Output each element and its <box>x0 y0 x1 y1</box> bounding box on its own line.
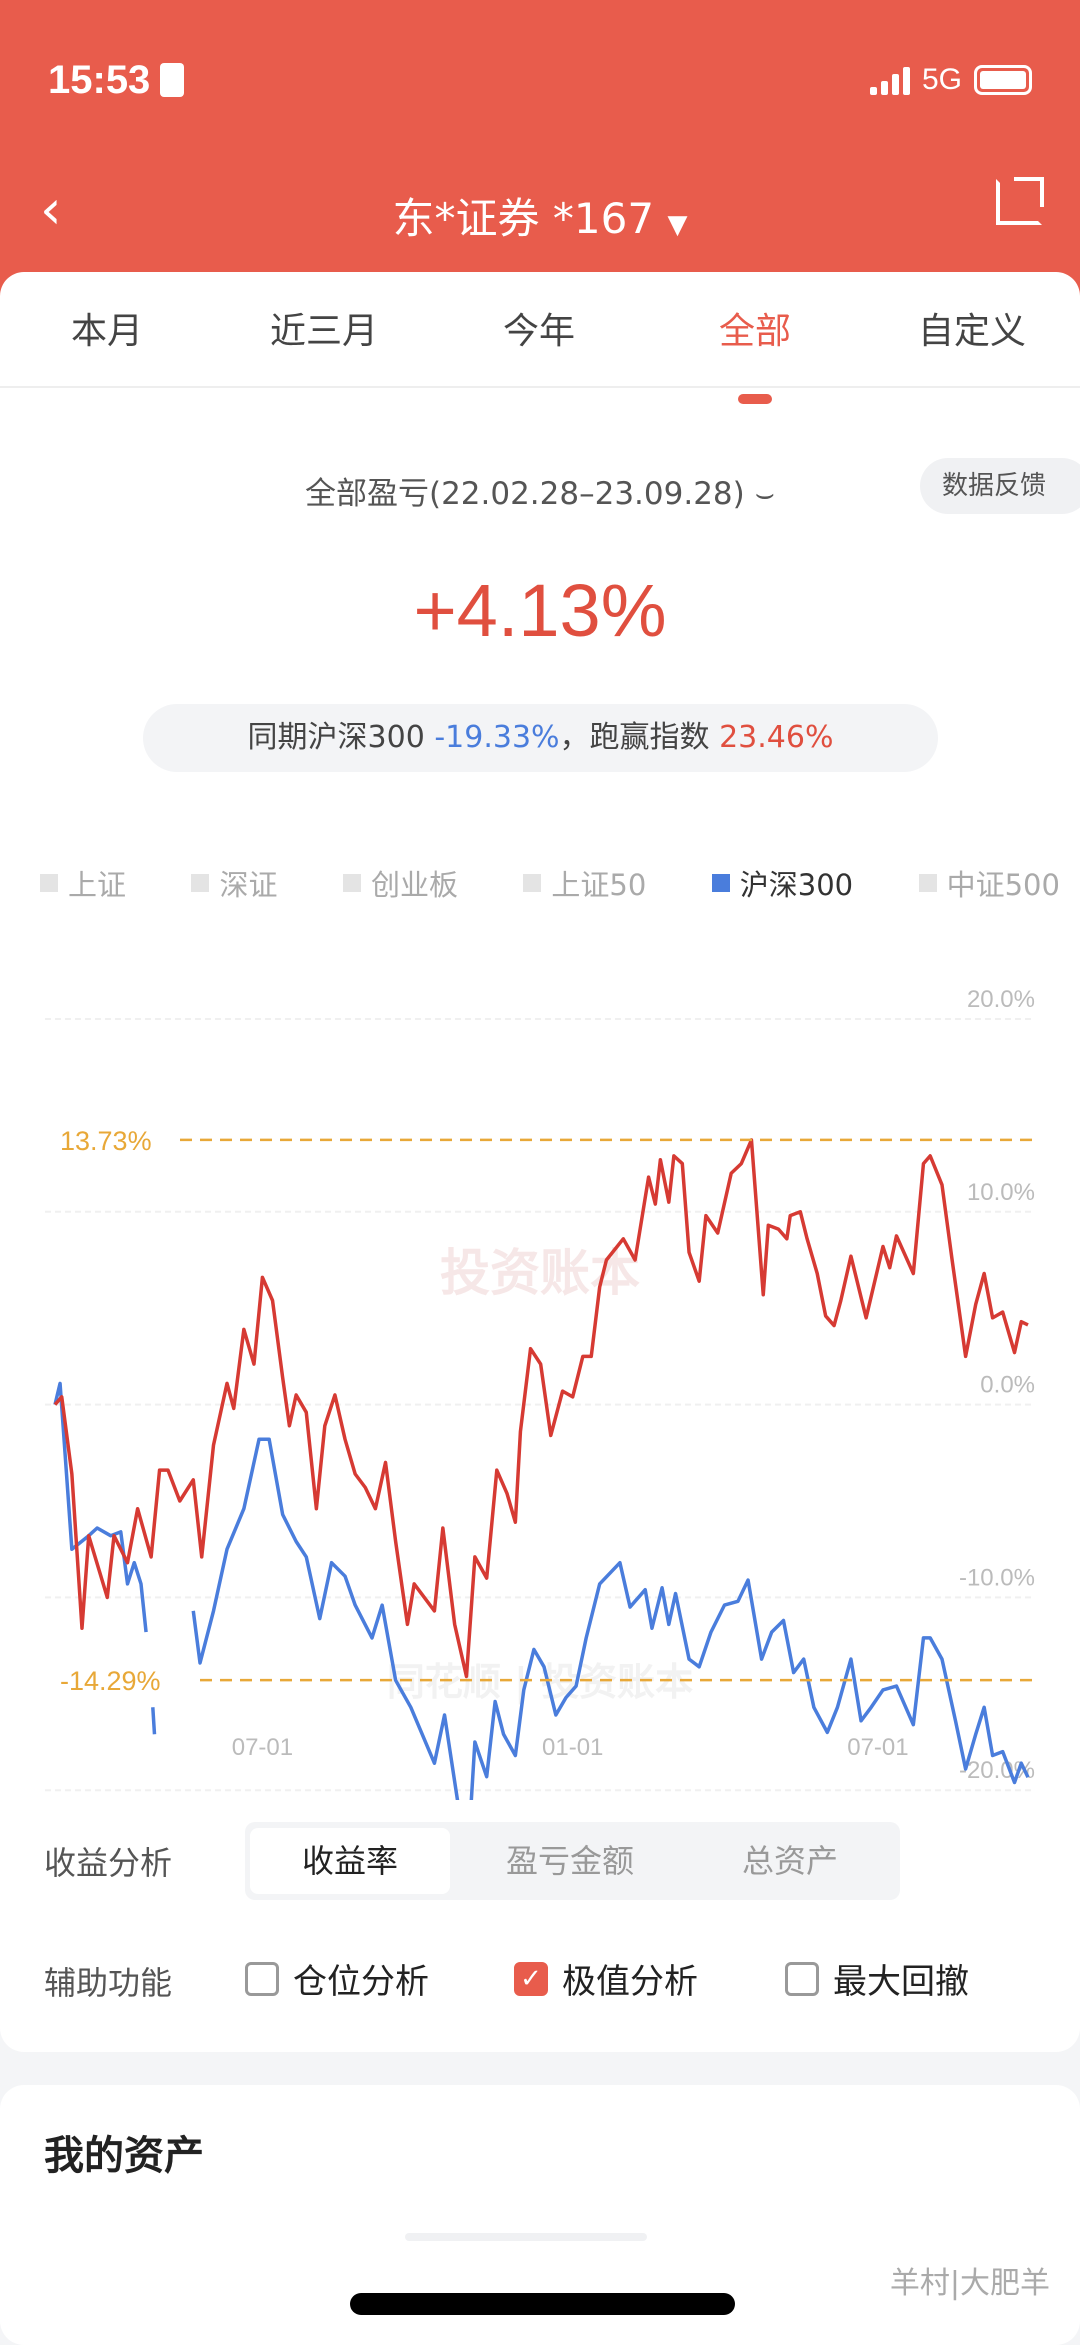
id-card-icon <box>160 63 185 97</box>
eye-closed-icon[interactable]: ⌣ <box>754 476 776 512</box>
y-tick-label: 10.0% <box>967 1179 1035 1206</box>
compare-label: 同期沪深300 <box>247 720 425 755</box>
legend-csi300[interactable]: 沪深300 <box>711 862 853 904</box>
summary-title: 全部盈亏(22.02.28–23.09.28) <box>304 476 745 512</box>
watermark-logo: 投资账本 <box>440 1244 640 1302</box>
status-bar: 15:53 5G <box>48 52 1032 108</box>
return-chart[interactable]: 20.0%10.0%0.0%-10.0%-20.0%-30.0%07-0101-… <box>0 0 1080 1800</box>
tab-custom[interactable]: 自定义 <box>918 311 1027 352</box>
app-header: 15:53 5G ‹ 东*证券 *167 ▼ <box>0 0 1080 300</box>
extreme-analysis-checkbox[interactable]: ✓ 极值分析 <box>514 1954 698 2003</box>
clock: 15:53 <box>48 57 151 102</box>
min-value-label: -14.29% <box>60 1666 161 1696</box>
active-tab-indicator <box>738 394 772 404</box>
drag-handle[interactable] <box>405 2233 647 2241</box>
share-icon[interactable] <box>996 177 1044 225</box>
csi300-line <box>151 1707 157 1735</box>
segment-total-assets[interactable]: 总资产 <box>741 1842 838 1880</box>
legend-shenzhen[interactable]: 深证 <box>191 862 277 904</box>
legend-chinext[interactable]: 创业板 <box>342 862 458 904</box>
csi300-line <box>53 1381 148 1633</box>
x-tick-label: 01-01 <box>542 1734 603 1761</box>
excess-return: 23.46% <box>719 720 834 755</box>
x-tick-label: 07-01 <box>232 1734 293 1761</box>
y-tick-label: -20.0% <box>959 1757 1035 1784</box>
csi300-line <box>191 1437 1030 1800</box>
analysis-segmented-control: 收益率 盈亏金额 总资产 <box>245 1822 900 1900</box>
feedback-button[interactable]: 数据反馈 <box>920 458 1080 514</box>
legend-shanghai[interactable]: 上证 <box>40 862 126 904</box>
tab-three-months[interactable]: 近三月 <box>269 311 379 352</box>
legend-csi500[interactable]: 中证500 <box>918 862 1060 904</box>
account-title: 东*证券 *167 <box>392 194 655 243</box>
segment-return-rate[interactable]: 收益率 <box>250 1828 450 1894</box>
footer-watermark: 羊村|大肥羊 <box>889 2266 1050 2301</box>
analysis-label: 收益分析 <box>44 1844 173 1882</box>
checkbox-checked-icon: ✓ <box>514 1961 548 1996</box>
checkbox-unchecked-icon <box>245 1961 279 1996</box>
account-return-line <box>53 1138 1029 1679</box>
compare-mid: ，跑赢指数 <box>559 720 710 755</box>
total-return: +4.13% <box>413 569 667 652</box>
y-tick-label: 0.0% <box>980 1372 1035 1399</box>
checkbox-unchecked-icon <box>785 1961 819 1996</box>
y-tick-label: 20.0% <box>967 986 1035 1013</box>
y-tick-label: -10.0% <box>959 1564 1035 1591</box>
segment-profit-amount[interactable]: 盈亏金额 <box>505 1842 634 1880</box>
account-selector[interactable]: 东*证券 *167 ▼ <box>0 185 1080 246</box>
network-type: 5G <box>921 63 962 96</box>
home-indicator[interactable] <box>350 2293 735 2315</box>
aux-label: 辅助功能 <box>44 1964 173 2002</box>
max-value-label: 13.73% <box>60 1126 152 1156</box>
index-return: -19.33% <box>434 720 560 755</box>
battery-icon <box>974 65 1032 95</box>
benchmark-comparison: 同期沪深300 -19.33%，跑赢指数 23.46% <box>143 704 938 772</box>
watermark-brand: 同花顺 | 投资账本 <box>387 1660 693 1705</box>
tab-this-year[interactable]: 今年 <box>502 311 576 352</box>
period-tabs: 本月 近三月 今年 全部 自定义 <box>0 302 1080 404</box>
assets-title: 我的资产 <box>44 2133 204 2179</box>
back-chevron-icon[interactable]: ‹ <box>40 178 62 241</box>
tab-this-month[interactable]: 本月 <box>70 311 144 352</box>
x-tick-label: 07-01 <box>847 1734 908 1761</box>
tab-all[interactable]: 全部 <box>718 311 792 352</box>
signal-icon <box>869 65 910 95</box>
profit-card: 本月 近三月 今年 全部 自定义 全部盈亏(22.02.28–23.09.28)… <box>0 272 1080 2052</box>
index-legend: 上证 深证 创业板 上证50 沪深300 中证500 <box>40 862 1060 904</box>
caret-down-icon: ▼ <box>667 210 688 240</box>
max-drawdown-checkbox[interactable]: 最大回撤 <box>785 1954 969 2003</box>
legend-sse50[interactable]: 上证50 <box>523 862 646 904</box>
position-analysis-checkbox[interactable]: 仓位分析 <box>245 1954 429 2003</box>
